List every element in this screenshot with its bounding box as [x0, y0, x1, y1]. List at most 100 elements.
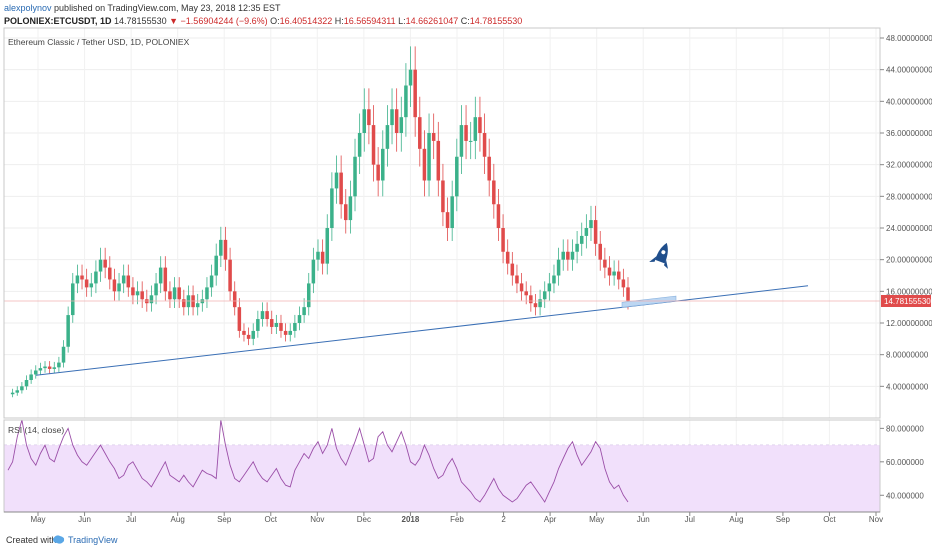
- low-value: 14.66261047: [405, 16, 459, 26]
- candle: [334, 172, 339, 189]
- y-tick-label: 48.00000000: [886, 34, 932, 43]
- tradingview-link[interactable]: TradingView: [68, 535, 118, 545]
- candle: [593, 220, 598, 244]
- candle: [177, 287, 181, 300]
- candle: [496, 204, 501, 228]
- candle: [431, 133, 436, 141]
- candle: [61, 346, 66, 363]
- candles: [10, 46, 630, 398]
- candle: [265, 311, 269, 320]
- x-tick-label: Dec: [357, 515, 371, 524]
- candle: [283, 330, 288, 335]
- candle: [47, 366, 52, 369]
- candle: [362, 109, 367, 133]
- candle: [376, 164, 380, 181]
- candle: [408, 69, 413, 86]
- open-label: O:: [270, 16, 280, 26]
- x-tick-label: 2: [501, 515, 506, 524]
- x-tick-label: Apr: [544, 515, 557, 524]
- candle: [436, 140, 441, 181]
- candle: [195, 303, 200, 308]
- candle: [140, 291, 144, 300]
- high-value: 16.56594311: [343, 16, 396, 26]
- candle: [616, 271, 621, 280]
- candle: [228, 259, 232, 292]
- publish-info: alexpolynov published on TradingView.com…: [4, 3, 281, 13]
- candle: [390, 109, 394, 126]
- close-label: C:: [460, 16, 470, 26]
- candle: [422, 148, 427, 181]
- candle: [279, 323, 283, 331]
- y-tick-label: 8.00000000: [886, 351, 929, 360]
- rsi-title: RSI (14, close): [8, 425, 64, 435]
- chart-title: Ethereum Classic / Tether USD, 1D, POLON…: [8, 37, 190, 47]
- candle: [607, 267, 612, 276]
- labels: 48.00000000 44.00000000 40.00000000 36.0000…: [30, 34, 932, 524]
- x-tick-label: May: [30, 515, 45, 524]
- rsi-tick-label: 40.000000: [886, 491, 924, 500]
- candle: [612, 271, 616, 276]
- candle: [344, 204, 348, 221]
- candle: [108, 267, 112, 280]
- candle: [24, 380, 29, 387]
- candle: [29, 374, 33, 380]
- x-tick-label: Sep: [217, 515, 232, 524]
- candle: [348, 196, 353, 221]
- y-tick-label: 12.00000000: [886, 319, 932, 328]
- candle: [172, 287, 177, 300]
- candle: [316, 251, 320, 260]
- candle: [589, 220, 593, 228]
- tradingview-logo-icon: [53, 535, 65, 544]
- candle: [413, 69, 417, 118]
- x-tick-label: Aug: [171, 515, 185, 524]
- grid: [4, 28, 880, 513]
- candle: [394, 109, 399, 133]
- candle: [38, 368, 43, 371]
- candle: [533, 303, 538, 308]
- x-tick-label: Jun: [637, 515, 650, 524]
- candle: [57, 362, 61, 368]
- candle: [89, 283, 94, 288]
- candle: [519, 283, 524, 292]
- candle: [339, 172, 343, 205]
- candle: [121, 275, 126, 284]
- candle: [117, 283, 121, 292]
- candle: [603, 259, 607, 268]
- candle: [459, 125, 464, 157]
- candle: [626, 287, 630, 301]
- high-label: H:: [334, 16, 344, 26]
- main-pane-border: [3, 27, 881, 419]
- footer: Created with TradingView: [0, 530, 932, 550]
- candle: [126, 275, 131, 288]
- rsi-tick-label: 60.000000: [886, 458, 924, 467]
- candle: [330, 188, 334, 228]
- y-tick-label: 16.00000000: [886, 287, 932, 296]
- y-tick-label: 40.00000000: [886, 97, 932, 106]
- candle: [418, 117, 422, 149]
- candle: [501, 228, 505, 252]
- y-tick-label: 24.00000000: [886, 224, 932, 233]
- x-tick-label: Oct: [823, 515, 836, 524]
- candle: [242, 330, 246, 335]
- symbol-label: POLONIEX:ETCUSDT, 1D: [4, 16, 112, 26]
- candle: [505, 251, 510, 264]
- candle: [311, 259, 316, 284]
- candle: [529, 295, 533, 304]
- rocket-window: [661, 250, 666, 255]
- x-tick-label: Nov: [869, 515, 883, 524]
- x-tick-label: Jul: [685, 515, 695, 524]
- candle: [510, 263, 515, 276]
- candle: [371, 125, 376, 165]
- author-link[interactable]: alexpolynov: [4, 3, 52, 13]
- ohlc-bar: POLONIEX:ETCUSDT, 1D 14.78155530 ▼ −1.56…: [4, 16, 522, 26]
- candle: [163, 267, 168, 292]
- candle: [269, 319, 274, 327]
- x-tick-label: Jun: [78, 515, 91, 524]
- candle: [487, 156, 491, 181]
- candle: [306, 283, 311, 308]
- x-tick-label: Aug: [729, 515, 743, 524]
- y-tick-label: 32.00000000: [886, 161, 932, 170]
- candle: [524, 291, 528, 296]
- candle: [570, 251, 575, 260]
